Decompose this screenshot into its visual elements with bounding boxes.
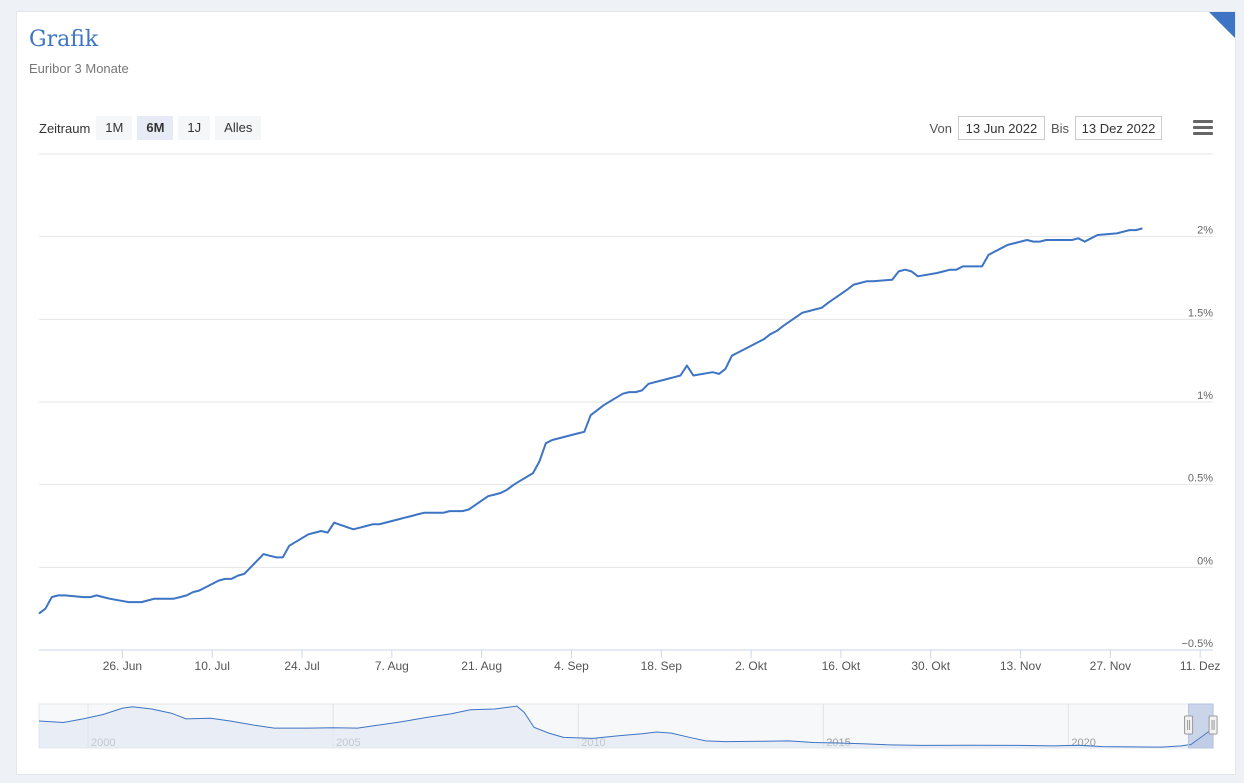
range-button-1m[interactable]: 1M <box>96 116 133 140</box>
y-tick-label: 2% <box>1197 225 1213 237</box>
from-date-label: Von <box>929 120 952 136</box>
range-selector-label: Zeitraum <box>39 120 91 136</box>
range-selector: Zeitraum 1M 6M 1J Alles <box>39 116 266 140</box>
x-tick-label: 13. Nov <box>1000 659 1041 673</box>
x-tick-label: 27. Nov <box>1090 659 1131 673</box>
chart-card: Grafik Euribor 3 Monate Zeitraum 1M 6M 1… <box>16 11 1236 775</box>
from-date-input[interactable] <box>957 116 1045 140</box>
chart-svg: −0.5% 0% 0.5% 1% 1.5% 2% 26. Jun 10. Jul 24. Jul… <box>38 153 1220 749</box>
x-tick-label: 21. Aug <box>461 659 502 673</box>
navigator[interactable]: 20002005201020152020 <box>38 703 1218 749</box>
x-tick-label: 26. Jun <box>103 659 142 673</box>
navigator-left-handle[interactable] <box>1184 715 1194 735</box>
x-tick-label: 18. Sep <box>641 659 683 673</box>
range-button-6m[interactable]: 6M <box>137 116 174 140</box>
y-tick-label: 1.5% <box>1188 307 1213 319</box>
range-button-1j[interactable]: 1J <box>178 116 211 140</box>
x-tick-label: 10. Jul <box>195 659 230 673</box>
x-tick-label: 24. Jul <box>284 659 319 673</box>
x-tick-label: 30. Okt <box>911 659 950 673</box>
x-tick-label: 16. Okt <box>822 659 861 673</box>
navigator-right-handle[interactable] <box>1208 715 1218 735</box>
to-date-input[interactable] <box>1075 116 1162 140</box>
corner-fold-icon <box>1209 12 1235 38</box>
hamburger-menu-icon[interactable] <box>1193 120 1213 136</box>
main-plot: −0.5% 0% 0.5% 1% 1.5% 2% 26. Jun 10. Jul 24. Jul… <box>38 153 1220 673</box>
y-tick-label: 0% <box>1197 555 1213 567</box>
navigator-line <box>38 705 1214 748</box>
y-tick-label: 1% <box>1197 390 1213 402</box>
chart-title: Grafik <box>29 27 99 52</box>
x-tick-label: 2. Okt <box>735 659 768 673</box>
series-line <box>38 227 1143 615</box>
date-range: Von Bis <box>930 116 1168 140</box>
navigator-area <box>39 706 1213 748</box>
x-tick-label: 11. Dez <box>1180 659 1220 673</box>
y-tick-label: 0.5% <box>1188 473 1213 485</box>
to-date-label: Bis <box>1050 120 1069 136</box>
y-tick-label: −0.5% <box>1182 638 1214 650</box>
chart-subtitle: Euribor 3 Monate <box>29 61 129 76</box>
range-button-alles[interactable]: Alles <box>215 116 262 140</box>
x-tick-label: 4. Sep <box>554 659 589 673</box>
x-tick-label: 7. Aug <box>375 659 409 673</box>
